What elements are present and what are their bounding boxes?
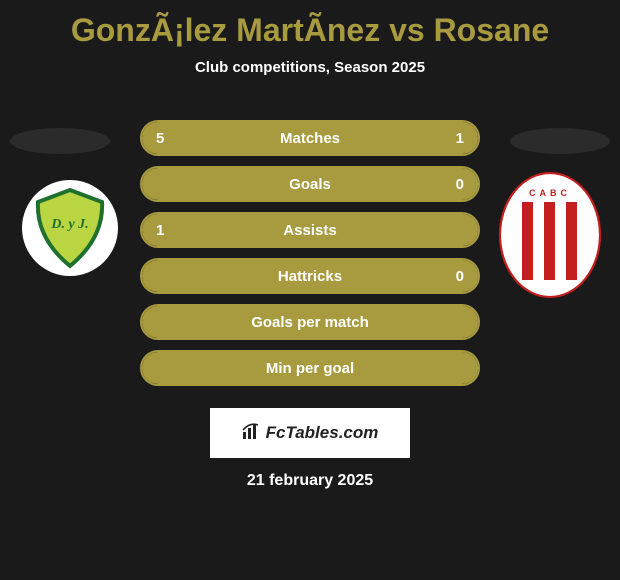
stat-label: Goals xyxy=(142,176,478,193)
stat-value-right: 0 xyxy=(456,176,464,193)
footer: FcTables.com 21 february 2025 xyxy=(0,394,620,490)
club-left-shadow xyxy=(10,128,110,154)
stat-label: Goals per match xyxy=(142,314,478,331)
svg-text:CABC: CABC xyxy=(529,188,571,198)
stat-row-matches: Matches5 1 xyxy=(140,120,480,156)
stat-label: Min per goal xyxy=(142,360,478,377)
stat-value-left: 5 xyxy=(156,130,164,147)
stat-label: Matches xyxy=(142,130,478,147)
club-right-logo: CABC xyxy=(500,178,600,278)
subtitle: Club competitions, Season 2025 xyxy=(0,59,620,76)
club-left-logo: D. y J. xyxy=(20,178,120,278)
stat-value-left: 1 xyxy=(156,222,164,239)
stat-row-goals-per-match: Goals per match xyxy=(140,304,480,340)
vs-text: vs xyxy=(389,12,425,48)
stat-label: Assists xyxy=(142,222,478,239)
stat-row-goals: Goals0 xyxy=(140,166,480,202)
stat-row-min-per-goal: Min per goal xyxy=(140,350,480,386)
stat-value-right: 1 xyxy=(456,130,464,147)
stat-value-right: 0 xyxy=(456,268,464,285)
player-left-name: GonzÃ¡lez MartÃ­nez xyxy=(71,12,380,48)
fctables-badge: FcTables.com xyxy=(210,408,410,458)
fctables-label: FcTables.com xyxy=(266,423,379,443)
svg-text:D. y J.: D. y J. xyxy=(50,217,88,232)
comparison-title: GonzÃ¡lez MartÃ­nez vs Rosane xyxy=(0,0,620,49)
stat-row-assists: Assists1 xyxy=(140,212,480,248)
stat-row-hattricks: Hattricks0 xyxy=(140,258,480,294)
stat-label: Hattricks xyxy=(142,268,478,285)
date-text: 21 february 2025 xyxy=(0,472,620,490)
fctables-icon xyxy=(242,422,262,445)
stats-area: Matches51Goals0Assists1Hattricks0Goals p… xyxy=(140,120,480,396)
player-right-name: Rosane xyxy=(434,12,550,48)
club-right-shadow xyxy=(510,128,610,154)
